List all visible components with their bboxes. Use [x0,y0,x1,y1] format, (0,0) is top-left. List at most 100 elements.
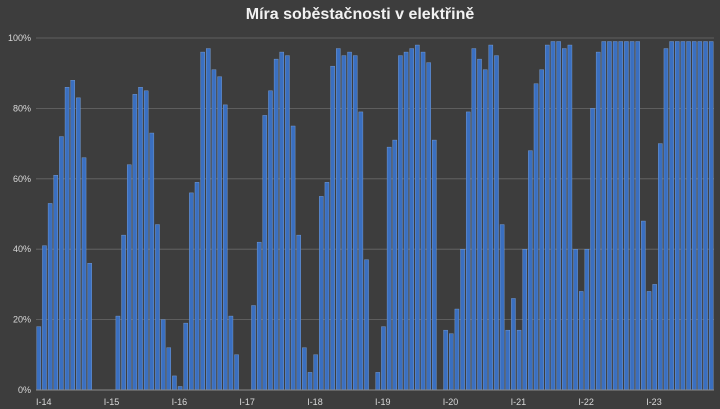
bar [160,319,166,391]
bar [302,347,307,391]
bar [324,182,330,391]
bar [641,220,646,391]
bar [200,51,205,391]
bar [121,234,126,391]
bar [584,248,590,391]
bar [488,44,494,391]
x-tick-label: I-22 [578,397,594,407]
bar [87,263,92,391]
bar [449,333,454,391]
bar [217,76,222,391]
bar [454,308,460,391]
bar [556,41,561,391]
bar [70,80,75,391]
y-tick-label: 0% [18,385,31,395]
bar [590,108,595,391]
bar [629,41,635,391]
bar [528,150,533,391]
bar [658,143,663,391]
bar [330,65,335,391]
chart-title: Míra soběstačnosti v elektřině [245,6,475,23]
bar [578,291,584,391]
bar [296,234,301,391]
bar [76,97,81,391]
bar [149,132,155,391]
bar [143,90,149,391]
bar [533,83,539,391]
y-tick-label: 80% [13,103,31,113]
bar [482,69,488,391]
x-tick-label: I-17 [239,397,255,407]
bar [166,347,172,391]
bar [516,329,522,391]
x-tick-label: I-20 [443,397,459,407]
bar [223,104,228,391]
bar [155,224,160,391]
bar [53,175,59,391]
bar [398,55,403,391]
bar [708,41,714,391]
bar [618,41,624,391]
bar [663,48,669,391]
bar [36,326,42,391]
x-tick-label: I-18 [307,397,323,407]
bar [211,69,217,391]
bar [607,41,612,391]
y-tick-label: 40% [13,244,31,254]
bar [64,87,70,391]
bar [273,58,279,391]
bar [386,146,392,391]
bar [47,203,53,391]
bar [313,354,318,391]
bar [132,94,138,391]
bar [420,51,426,391]
bar [612,41,618,391]
bar [183,322,188,391]
bar [567,44,573,391]
bar [59,136,64,391]
bar [381,326,386,391]
bar [539,69,544,391]
bar [686,41,691,391]
bar [177,386,183,391]
x-tick-label: I-15 [104,397,120,407]
x-tick-label: I-23 [646,397,662,407]
bar [432,139,437,391]
bar [550,41,556,391]
bar [409,48,414,391]
y-tick-label: 60% [13,174,31,184]
bar [206,48,211,391]
bar [505,329,511,391]
bar [364,259,369,391]
bar [499,224,505,391]
bar [256,241,262,391]
bar [352,55,358,391]
y-tick-label: 100% [8,33,31,43]
bar [562,48,567,391]
bar [426,62,431,391]
bar [675,41,680,391]
bar [347,51,352,391]
bar [341,55,347,391]
y-tick-label: 20% [13,315,31,325]
bar [290,125,296,391]
bar [680,41,686,391]
bar [285,55,290,391]
bar [251,305,256,391]
bar [460,248,465,391]
bar [115,315,121,391]
bar [443,329,448,391]
bar [358,111,364,391]
bar [234,354,239,391]
bar [573,248,578,391]
bar [126,164,132,391]
bar [465,111,471,391]
bar [279,51,285,391]
bar [635,41,640,391]
bar [669,41,674,391]
bar [319,196,324,391]
bar [403,51,409,391]
bar [471,48,477,391]
